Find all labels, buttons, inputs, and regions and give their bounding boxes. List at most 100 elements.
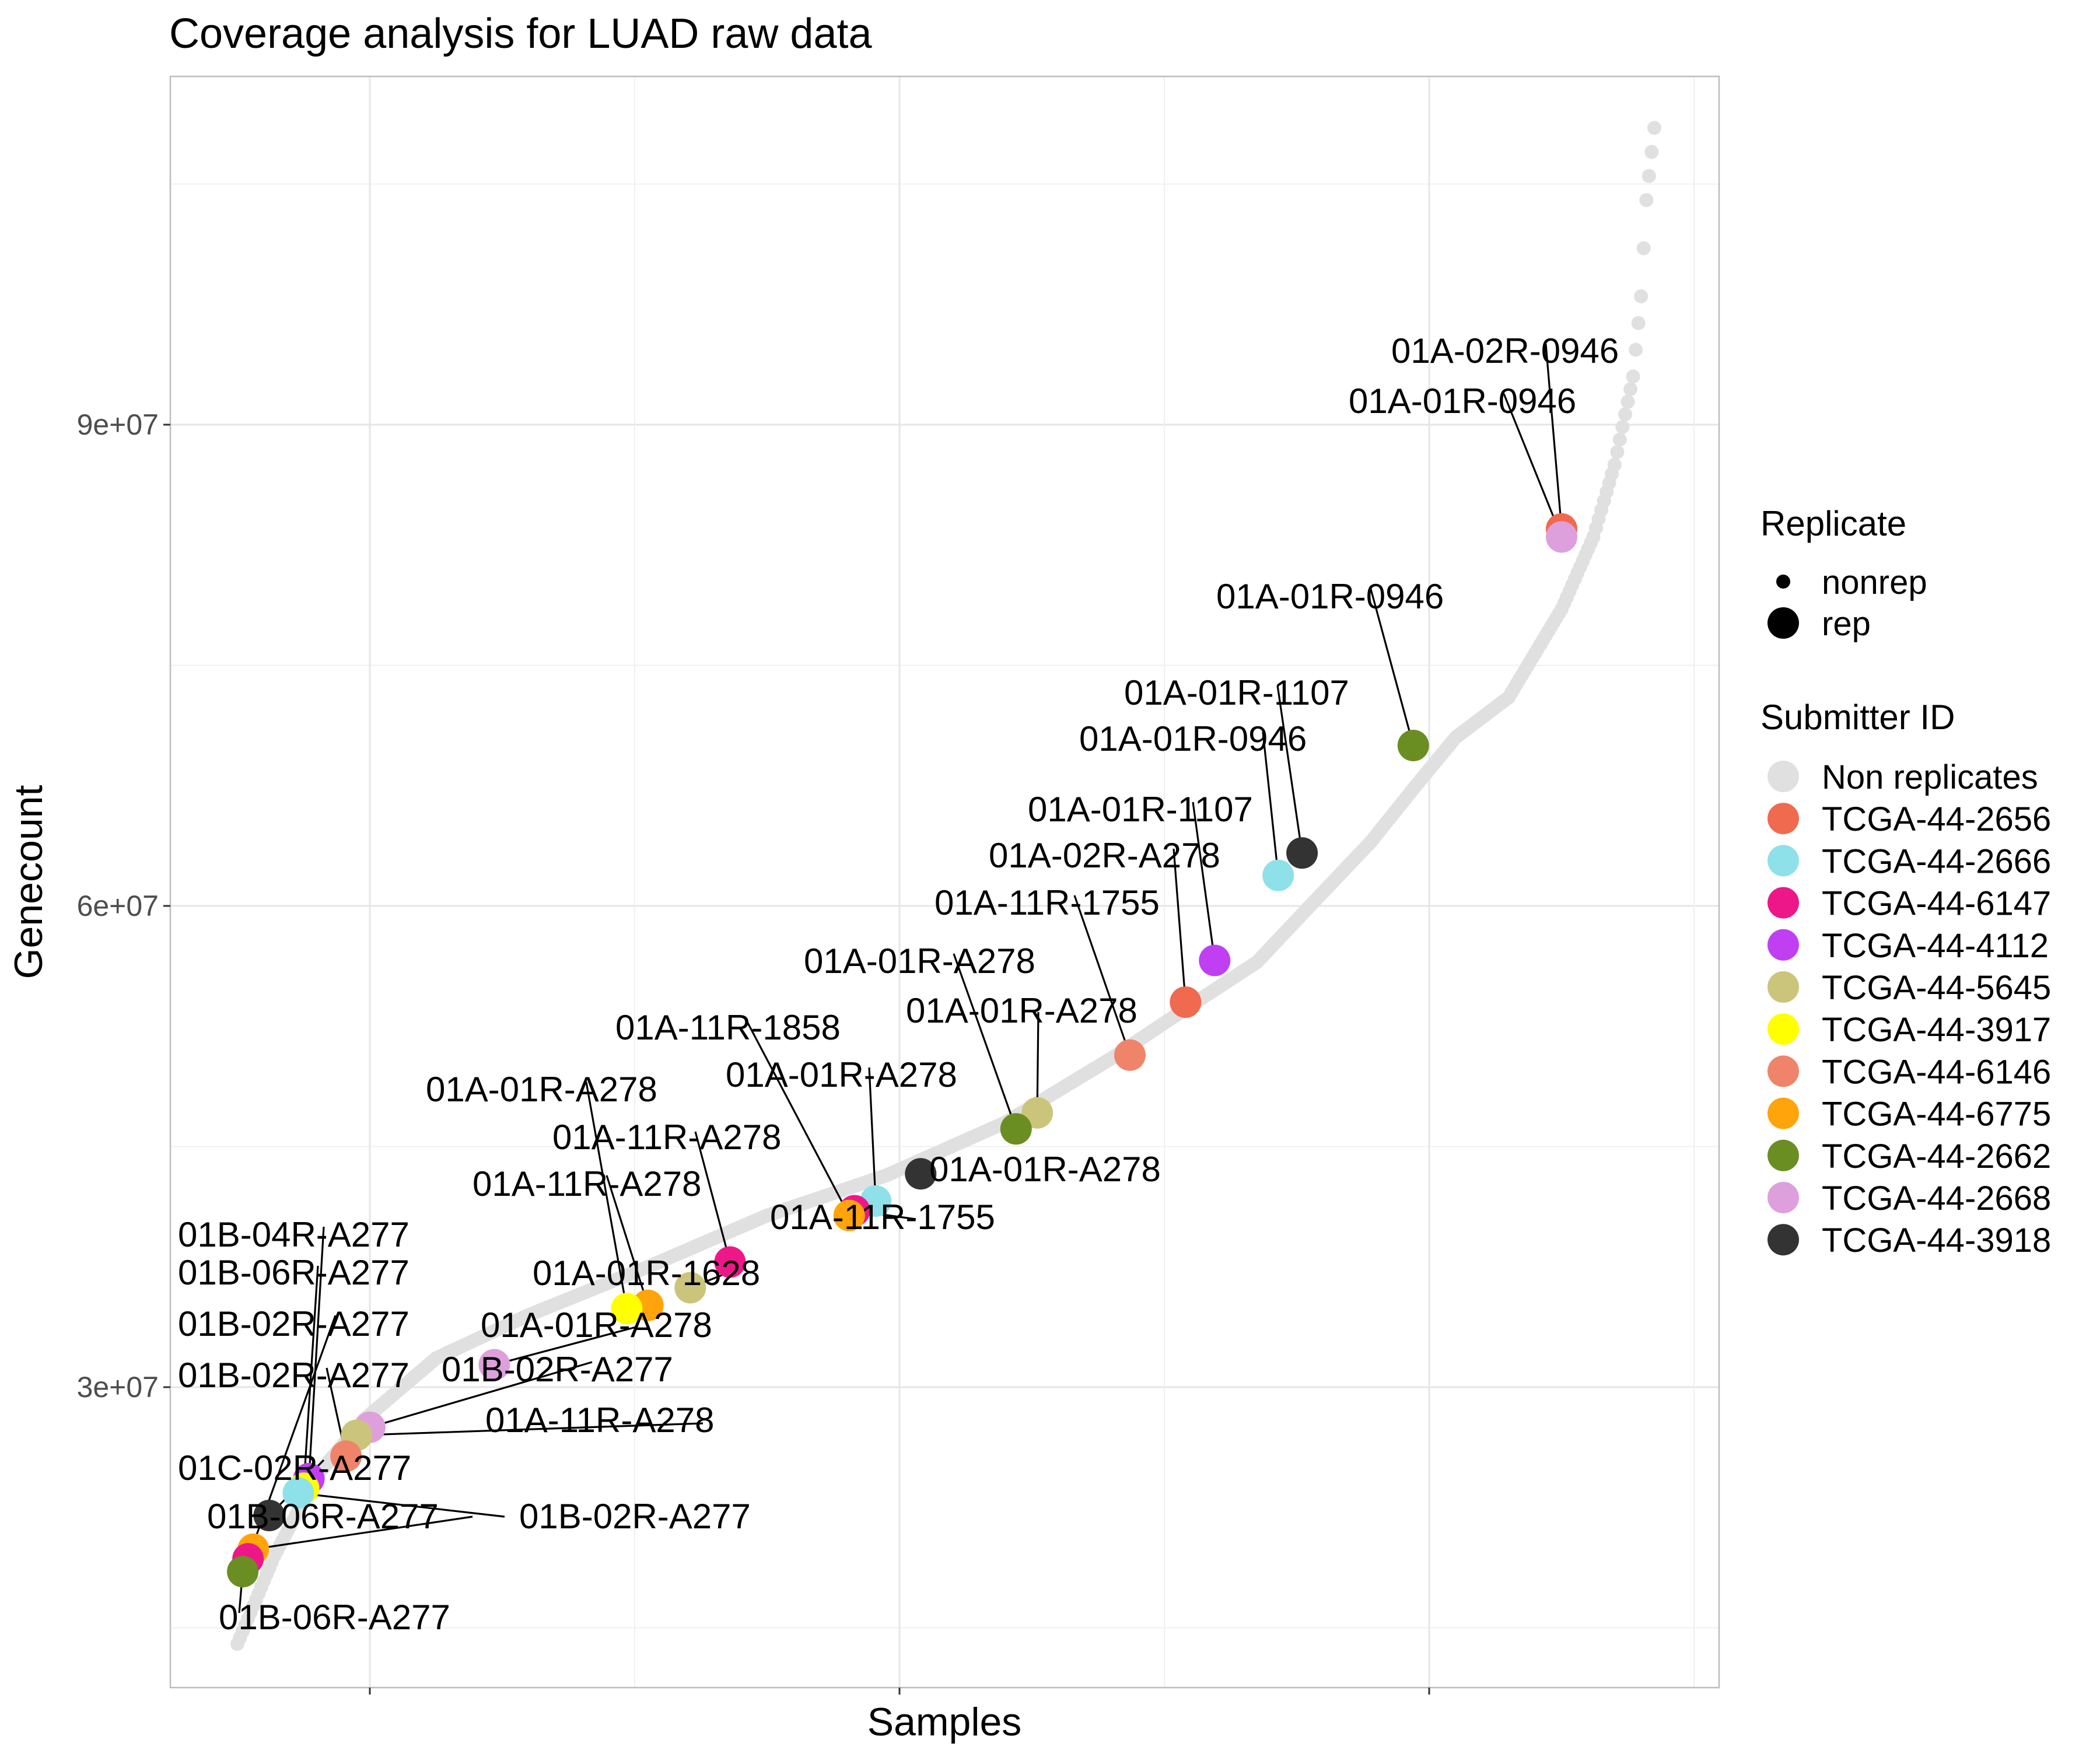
replicate-label: 01A-01R-1628 xyxy=(533,1254,760,1293)
legend-key-submitter xyxy=(1768,1055,1799,1087)
legend-key-submitter xyxy=(1768,929,1799,961)
y-tick-label: 9e+07 xyxy=(77,408,159,441)
nonrep-point xyxy=(1618,407,1632,422)
label-leader-line xyxy=(298,1492,505,1518)
legend-key-submitter xyxy=(1768,761,1799,792)
replicate-label: 01A-11R-A278 xyxy=(485,1401,714,1440)
nonrep-point xyxy=(1615,419,1630,434)
replicate-label: 01A-01R-1107 xyxy=(1124,673,1349,712)
legend-key-submitter xyxy=(1768,1139,1799,1171)
legend-label-submitter: TCGA-44-6775 xyxy=(1822,1096,2051,1133)
nonrep-point xyxy=(1639,193,1654,207)
legend-key-submitter xyxy=(1768,1182,1799,1213)
legend-key-submitter xyxy=(1768,845,1799,877)
label-leader-line xyxy=(1276,685,1303,853)
replicate-point xyxy=(1262,859,1294,891)
replicate-label: 01A-11R-1858 xyxy=(615,1008,841,1047)
legend-label-nonrep: nonrep xyxy=(1822,564,1927,601)
label-leader-line xyxy=(606,1175,649,1306)
replicate-label: 01A-01R-A278 xyxy=(804,942,1035,981)
y-axis-title: Genecount xyxy=(6,785,51,979)
legend-key-submitter xyxy=(1768,803,1799,835)
chart-title: Coverage analysis for LUAD raw data xyxy=(169,10,873,57)
grid-lines xyxy=(170,76,1719,1688)
legend-label-submitter: TCGA-44-4112 xyxy=(1822,927,2049,965)
replicate-point xyxy=(330,1440,362,1472)
legend-label-submitter: TCGA-44-2666 xyxy=(1822,842,2051,880)
label-leader-line xyxy=(1545,344,1563,529)
nonrep-point xyxy=(1629,342,1643,357)
nonrep-point xyxy=(1636,241,1651,256)
replicate-point xyxy=(227,1556,259,1588)
nonrep-point xyxy=(1634,289,1648,303)
legend-key-submitter xyxy=(1768,887,1799,919)
label-leader-line xyxy=(585,1082,628,1309)
legend: Replicate nonrep rep Submitter ID Non replic… xyxy=(1760,504,2051,1259)
replicate-point xyxy=(611,1293,643,1325)
legend-key-submitter xyxy=(1768,1097,1799,1129)
legend-label-submitter: TCGA-44-3918 xyxy=(1822,1222,2051,1259)
legend-label-submitter: Non replicates xyxy=(1822,758,2038,796)
replicate-label: 01A-01R-A278 xyxy=(906,991,1138,1030)
nonrep-point xyxy=(1626,369,1640,384)
x-axis-title: Samples xyxy=(867,1700,1022,1744)
legend-label-submitter: TCGA-44-3917 xyxy=(1822,1011,2051,1049)
replicate-label: 01B-02R-A277 xyxy=(519,1497,751,1536)
replicate-label: 01B-06R-A277 xyxy=(207,1497,439,1536)
replicate-label: 01A-01R-A278 xyxy=(481,1306,712,1345)
label-leader-line xyxy=(1073,895,1131,1056)
legend-title-submitter: Submitter ID xyxy=(1760,698,1955,737)
legend-label-submitter: TCGA-44-6146 xyxy=(1822,1053,2051,1091)
nonrep-point xyxy=(1647,121,1661,135)
label-leader-line xyxy=(1036,1012,1040,1113)
replicate-point xyxy=(478,1349,510,1381)
replicate-point xyxy=(253,1500,285,1531)
replicate-label: 01C-02R-A277 xyxy=(178,1448,411,1488)
label-leader-line xyxy=(369,1361,593,1429)
replicate-point xyxy=(1170,986,1202,1018)
label-leader-line xyxy=(953,953,1017,1129)
nonrep-point xyxy=(1620,394,1635,409)
replicate-label: 01B-04R-A277 xyxy=(178,1215,410,1254)
plot-panel-border xyxy=(169,75,1720,1689)
replicate-label: 01A-02R-A278 xyxy=(989,836,1220,875)
legend-key-rep xyxy=(1768,607,1799,639)
nonrep-point xyxy=(1623,382,1638,397)
replicate-point xyxy=(282,1477,314,1509)
replicate-point xyxy=(833,1199,865,1231)
replicate-label: 01B-02R-A277 xyxy=(178,1356,410,1395)
legend-key-submitter xyxy=(1768,971,1799,1003)
replicate-points xyxy=(227,513,1577,1588)
label-leader-line xyxy=(1262,732,1279,876)
replicate-label: 01A-11R-1755 xyxy=(935,883,1160,922)
replicate-label: 01A-01R-0946 xyxy=(1216,577,1444,616)
label-leader-line xyxy=(494,1326,636,1366)
replicate-point xyxy=(1397,730,1429,761)
legend-key-submitter xyxy=(1768,1013,1799,1045)
y-tick-label: 6e+07 xyxy=(77,890,159,922)
replicate-point xyxy=(674,1272,706,1304)
nonrep-point xyxy=(1642,169,1656,183)
replicate-label: 01B-06R-A277 xyxy=(178,1253,410,1292)
legend-label-submitter: TCGA-44-2668 xyxy=(1822,1180,2051,1217)
nonrep-point xyxy=(1607,457,1622,472)
replicate-point xyxy=(1000,1113,1032,1145)
replicate-label: 01A-11R-1755 xyxy=(770,1198,995,1237)
label-leader-line xyxy=(1370,589,1415,746)
replicate-label: 01A-11R-A278 xyxy=(552,1118,781,1157)
legend-key-nonrep xyxy=(1776,575,1790,589)
legend-label-submitter: TCGA-44-2662 xyxy=(1822,1138,2051,1175)
replicate-point xyxy=(714,1246,746,1278)
replicate-point xyxy=(1286,837,1318,869)
legend-key-submitter xyxy=(1768,1224,1799,1256)
replicate-label: 01A-01R-1107 xyxy=(1028,790,1253,829)
legend-label-rep: rep xyxy=(1822,605,1871,643)
nonrep-point xyxy=(1610,445,1625,460)
replicate-point xyxy=(1114,1039,1146,1071)
label-leader-line xyxy=(1172,848,1186,1003)
replicate-label: 01B-02R-A277 xyxy=(442,1350,673,1389)
replicate-label: 01A-01R-0946 xyxy=(1079,719,1307,758)
label-leader-line xyxy=(1503,393,1563,538)
replicate-point xyxy=(1199,944,1231,977)
